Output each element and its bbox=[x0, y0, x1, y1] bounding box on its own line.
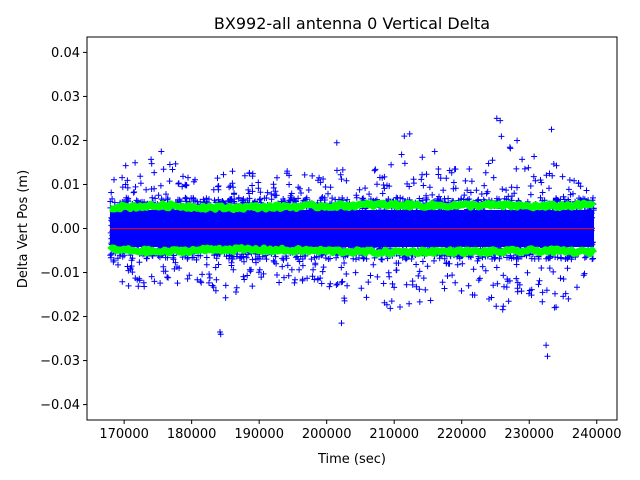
x-tick-label: 240000 bbox=[572, 427, 622, 442]
green-series bbox=[107, 199, 597, 258]
green-band-lower bbox=[107, 244, 597, 258]
chart-title: BX992-all antenna 0 Vertical Delta bbox=[214, 14, 490, 33]
data-marks bbox=[107, 115, 597, 360]
x-tick-label: 170000 bbox=[99, 427, 149, 442]
x-tick-label: 180000 bbox=[167, 427, 217, 442]
y-tick-label: 0.02 bbox=[51, 134, 80, 149]
x-tick-label: 220000 bbox=[437, 427, 487, 442]
y-tick-label: −0.01 bbox=[40, 266, 80, 281]
x-tick-label: 230000 bbox=[504, 427, 554, 442]
y-tick-label: 0.03 bbox=[51, 90, 80, 105]
green-band-upper bbox=[108, 199, 596, 213]
y-axis: −0.04 −0.03 −0.02 −0.01 0.00 0.01 0.02 0.03 0.04 bbox=[40, 46, 87, 413]
x-tick-label: 210000 bbox=[369, 427, 419, 442]
y-tick-label: −0.04 bbox=[40, 398, 80, 413]
x-axis: 170000 180000 190000 200000 210000 220000 2300… bbox=[99, 420, 622, 442]
x-axis-label: Time (sec) bbox=[317, 452, 386, 467]
y-axis-label: Delta Vert Pos (m) bbox=[16, 170, 31, 288]
y-tick-label: 0.04 bbox=[51, 46, 80, 61]
y-tick-label: −0.02 bbox=[40, 310, 80, 325]
y-tick-label: 0.01 bbox=[51, 178, 80, 193]
x-tick-label: 200000 bbox=[302, 427, 352, 442]
y-tick-label: 0.00 bbox=[51, 222, 80, 237]
y-tick-label: −0.03 bbox=[40, 354, 80, 369]
x-tick-label: 190000 bbox=[234, 427, 284, 442]
plot-area bbox=[107, 115, 597, 360]
